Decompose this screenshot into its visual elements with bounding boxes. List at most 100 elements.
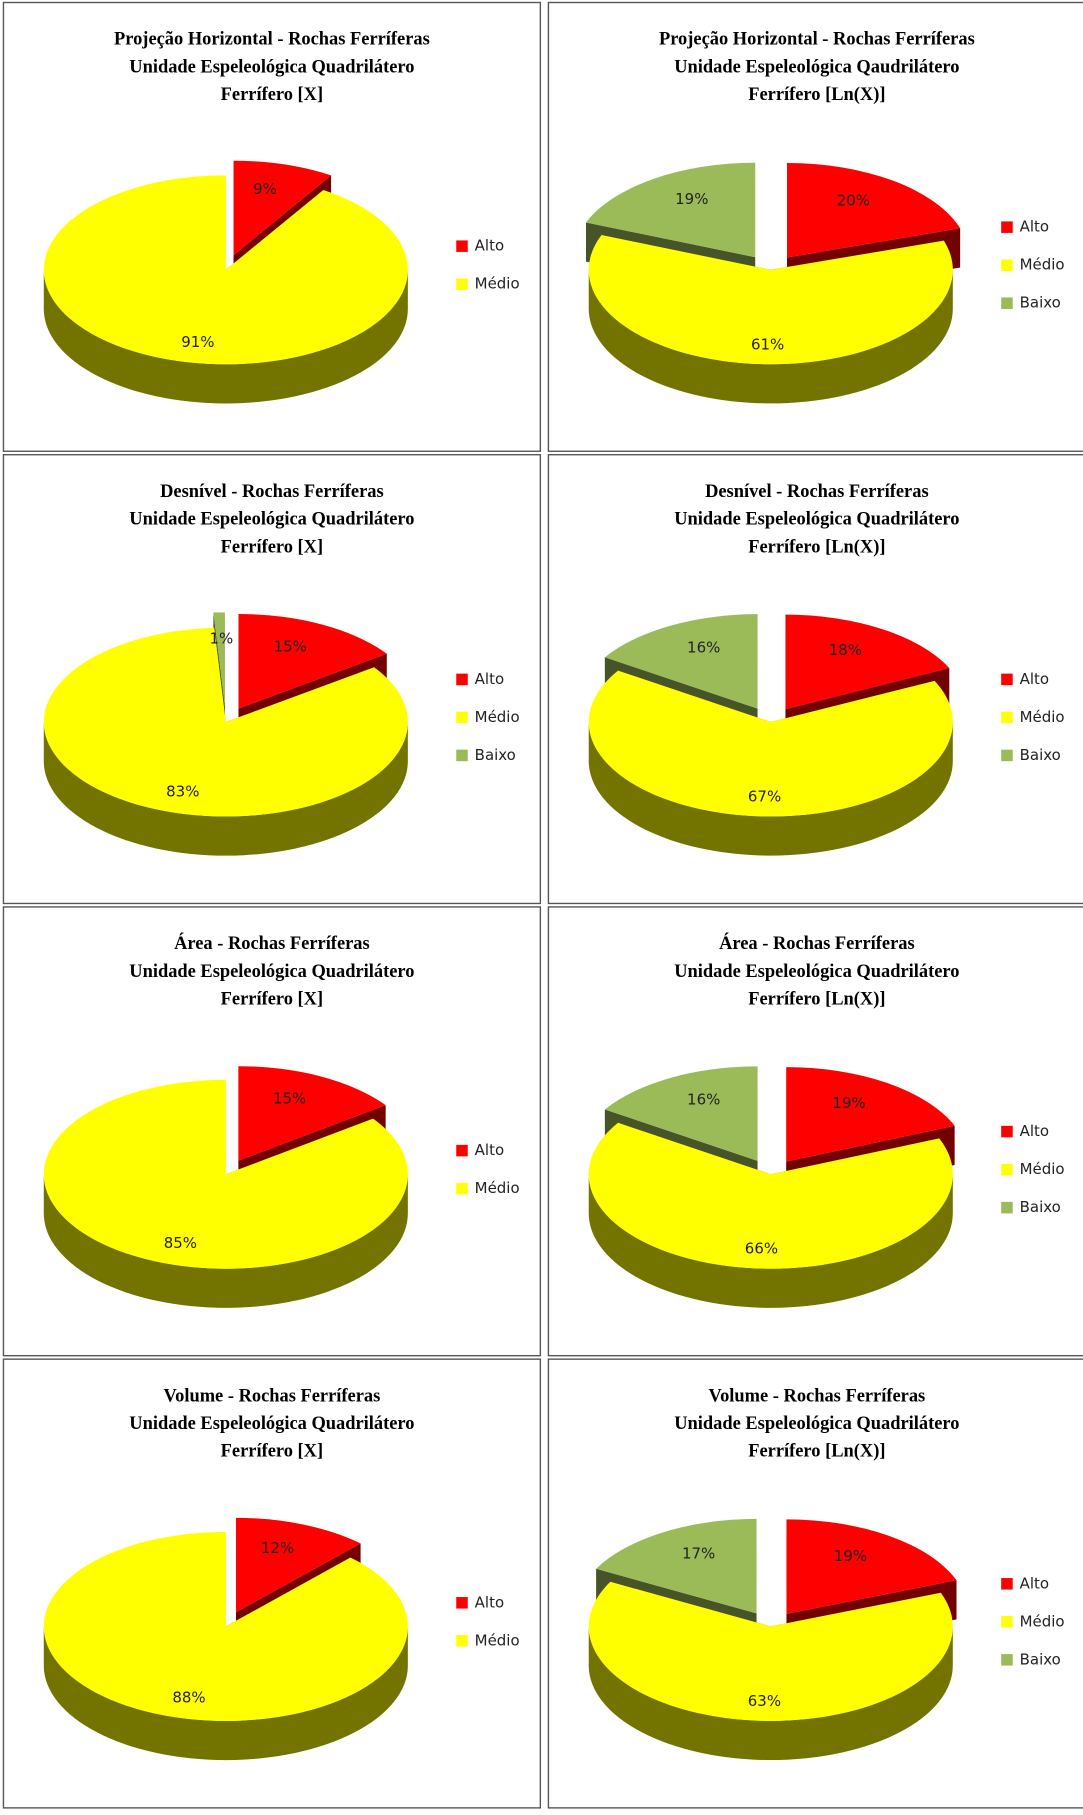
slice-side xyxy=(43,1626,408,1761)
data-label: 18% xyxy=(829,641,862,659)
legend-swatch xyxy=(1001,673,1013,686)
legend-swatch xyxy=(456,240,468,252)
legend-label: Médio xyxy=(1020,256,1065,274)
pie-slice xyxy=(235,1517,361,1613)
pie-slice xyxy=(43,1079,408,1269)
data-label: 15% xyxy=(274,638,307,656)
data-label: 61% xyxy=(751,335,784,353)
chart-title: Área - Rochas Ferríferas xyxy=(719,932,915,953)
legend-swatch xyxy=(456,1635,468,1647)
chart-title: Projeção Horizontal - Rochas Ferríferas xyxy=(659,29,975,49)
pie-tops xyxy=(43,160,408,365)
slice-side xyxy=(588,269,953,404)
pie-labels: 15% 85% xyxy=(164,1090,307,1252)
chart-title: Volume - Rochas Ferríferas xyxy=(708,1385,925,1405)
chart-title: Projeção Horizontal - Rochas Ferríferas xyxy=(114,29,430,49)
legend-swatch xyxy=(456,1144,468,1157)
chart-title: Ferrífero [Ln(X)] xyxy=(748,84,885,105)
pie-labels: 18% 67% 16% xyxy=(687,638,862,805)
data-label: 85% xyxy=(164,1234,197,1252)
legend-label: Baixo xyxy=(1020,294,1061,312)
chart-title: Unidade Espeleológica Quadrilátero xyxy=(129,509,414,529)
legend-swatch xyxy=(1001,749,1013,762)
legend-label: Alto xyxy=(1020,1574,1049,1592)
chart-title: Ferrífero [X] xyxy=(221,988,323,1008)
legend-label: Médio xyxy=(475,275,520,293)
legend-label: Alto xyxy=(1020,218,1049,236)
legend-label: Baixo xyxy=(1020,746,1061,764)
legend-swatch xyxy=(456,673,468,686)
data-label: 1% xyxy=(209,630,233,648)
data-label: 12% xyxy=(261,1539,294,1557)
legend-label: Médio xyxy=(475,1179,520,1197)
pie-tops xyxy=(43,1066,408,1269)
pie-labels: 15% 83% 1% xyxy=(166,630,307,801)
pie-slice xyxy=(596,1518,757,1614)
legend-label: Alto xyxy=(475,670,504,688)
legend-swatch xyxy=(456,749,468,762)
data-label: 19% xyxy=(832,1094,865,1112)
legend-label: Alto xyxy=(475,1593,504,1611)
pie-labels: 9% 91% xyxy=(181,180,277,351)
pie-slice xyxy=(786,1067,955,1162)
legend-label: Médio xyxy=(1020,1160,1065,1178)
chart-title: Ferrífero [Ln(X)] xyxy=(748,988,885,1009)
pie-slice xyxy=(233,160,332,256)
legend-swatch xyxy=(1001,1125,1013,1138)
legend-label: Baixo xyxy=(1020,1650,1061,1668)
chart-title: Unidade Espeleológica Quadrilátero xyxy=(674,961,959,981)
legend-swatch xyxy=(1001,221,1013,233)
pie-labels: 20% 61% 19% xyxy=(675,190,870,353)
pie-tops xyxy=(588,1518,957,1721)
chart-title: Unidade Espeleológica Quadrilátero xyxy=(674,1413,959,1433)
pie-slice xyxy=(585,162,756,258)
pie-slice xyxy=(588,1122,953,1269)
legend-label: Baixo xyxy=(475,746,516,764)
legend-label: Baixo xyxy=(1020,1198,1061,1216)
slice-side xyxy=(43,722,408,856)
data-label: 66% xyxy=(745,1239,778,1257)
data-label: 19% xyxy=(834,1547,867,1565)
data-label: 63% xyxy=(748,1692,781,1710)
legend-swatch xyxy=(456,278,468,290)
slice-side xyxy=(588,722,953,856)
pie-labels: 19% 66% 16% xyxy=(687,1091,866,1258)
chart-title: Unidade Espeleológica Quadrilátero xyxy=(129,961,414,981)
slice-side xyxy=(588,1174,953,1308)
pie-tops xyxy=(43,612,408,817)
slice-side xyxy=(43,1174,408,1308)
pie-slice xyxy=(43,627,408,817)
pie-slice xyxy=(786,1519,957,1614)
data-label: 17% xyxy=(682,1544,715,1562)
legend-label: Alto xyxy=(1020,1122,1049,1140)
legend-swatch xyxy=(1001,1654,1013,1666)
pie-tops xyxy=(43,1517,408,1721)
slice-side xyxy=(43,269,408,404)
legend-label: Alto xyxy=(475,237,504,255)
legend-swatch xyxy=(1001,1163,1013,1176)
data-label: 91% xyxy=(181,333,214,351)
pie-tops xyxy=(585,162,961,365)
legend-label: Alto xyxy=(1020,670,1049,688)
data-label: 67% xyxy=(748,787,781,805)
legend-label: Médio xyxy=(1020,708,1065,726)
chart-title: Desnível - Rochas Ferríferas xyxy=(160,481,384,501)
pie-labels: 12% 88% xyxy=(172,1539,294,1706)
legend-swatch xyxy=(1001,297,1013,309)
legend-swatch xyxy=(1001,711,1013,724)
legend-swatch xyxy=(1001,259,1013,271)
pie-slice xyxy=(588,670,953,817)
legend-swatch xyxy=(1001,1201,1013,1214)
legend-swatch xyxy=(1001,1616,1013,1628)
data-label: 19% xyxy=(675,190,708,208)
chart-title: Unidade Espeleológica Quadrilátero xyxy=(129,1413,414,1433)
legend-swatch xyxy=(456,1182,468,1195)
legend-label: Médio xyxy=(475,708,520,726)
data-label: 15% xyxy=(273,1090,306,1108)
pie-slice xyxy=(588,1581,953,1721)
legend-swatch xyxy=(1001,1578,1013,1590)
pie-slice xyxy=(213,612,225,707)
legend-label: Alto xyxy=(475,1141,504,1159)
pie-slice xyxy=(588,235,953,365)
chart-title: Desnível - Rochas Ferríferas xyxy=(705,481,929,501)
